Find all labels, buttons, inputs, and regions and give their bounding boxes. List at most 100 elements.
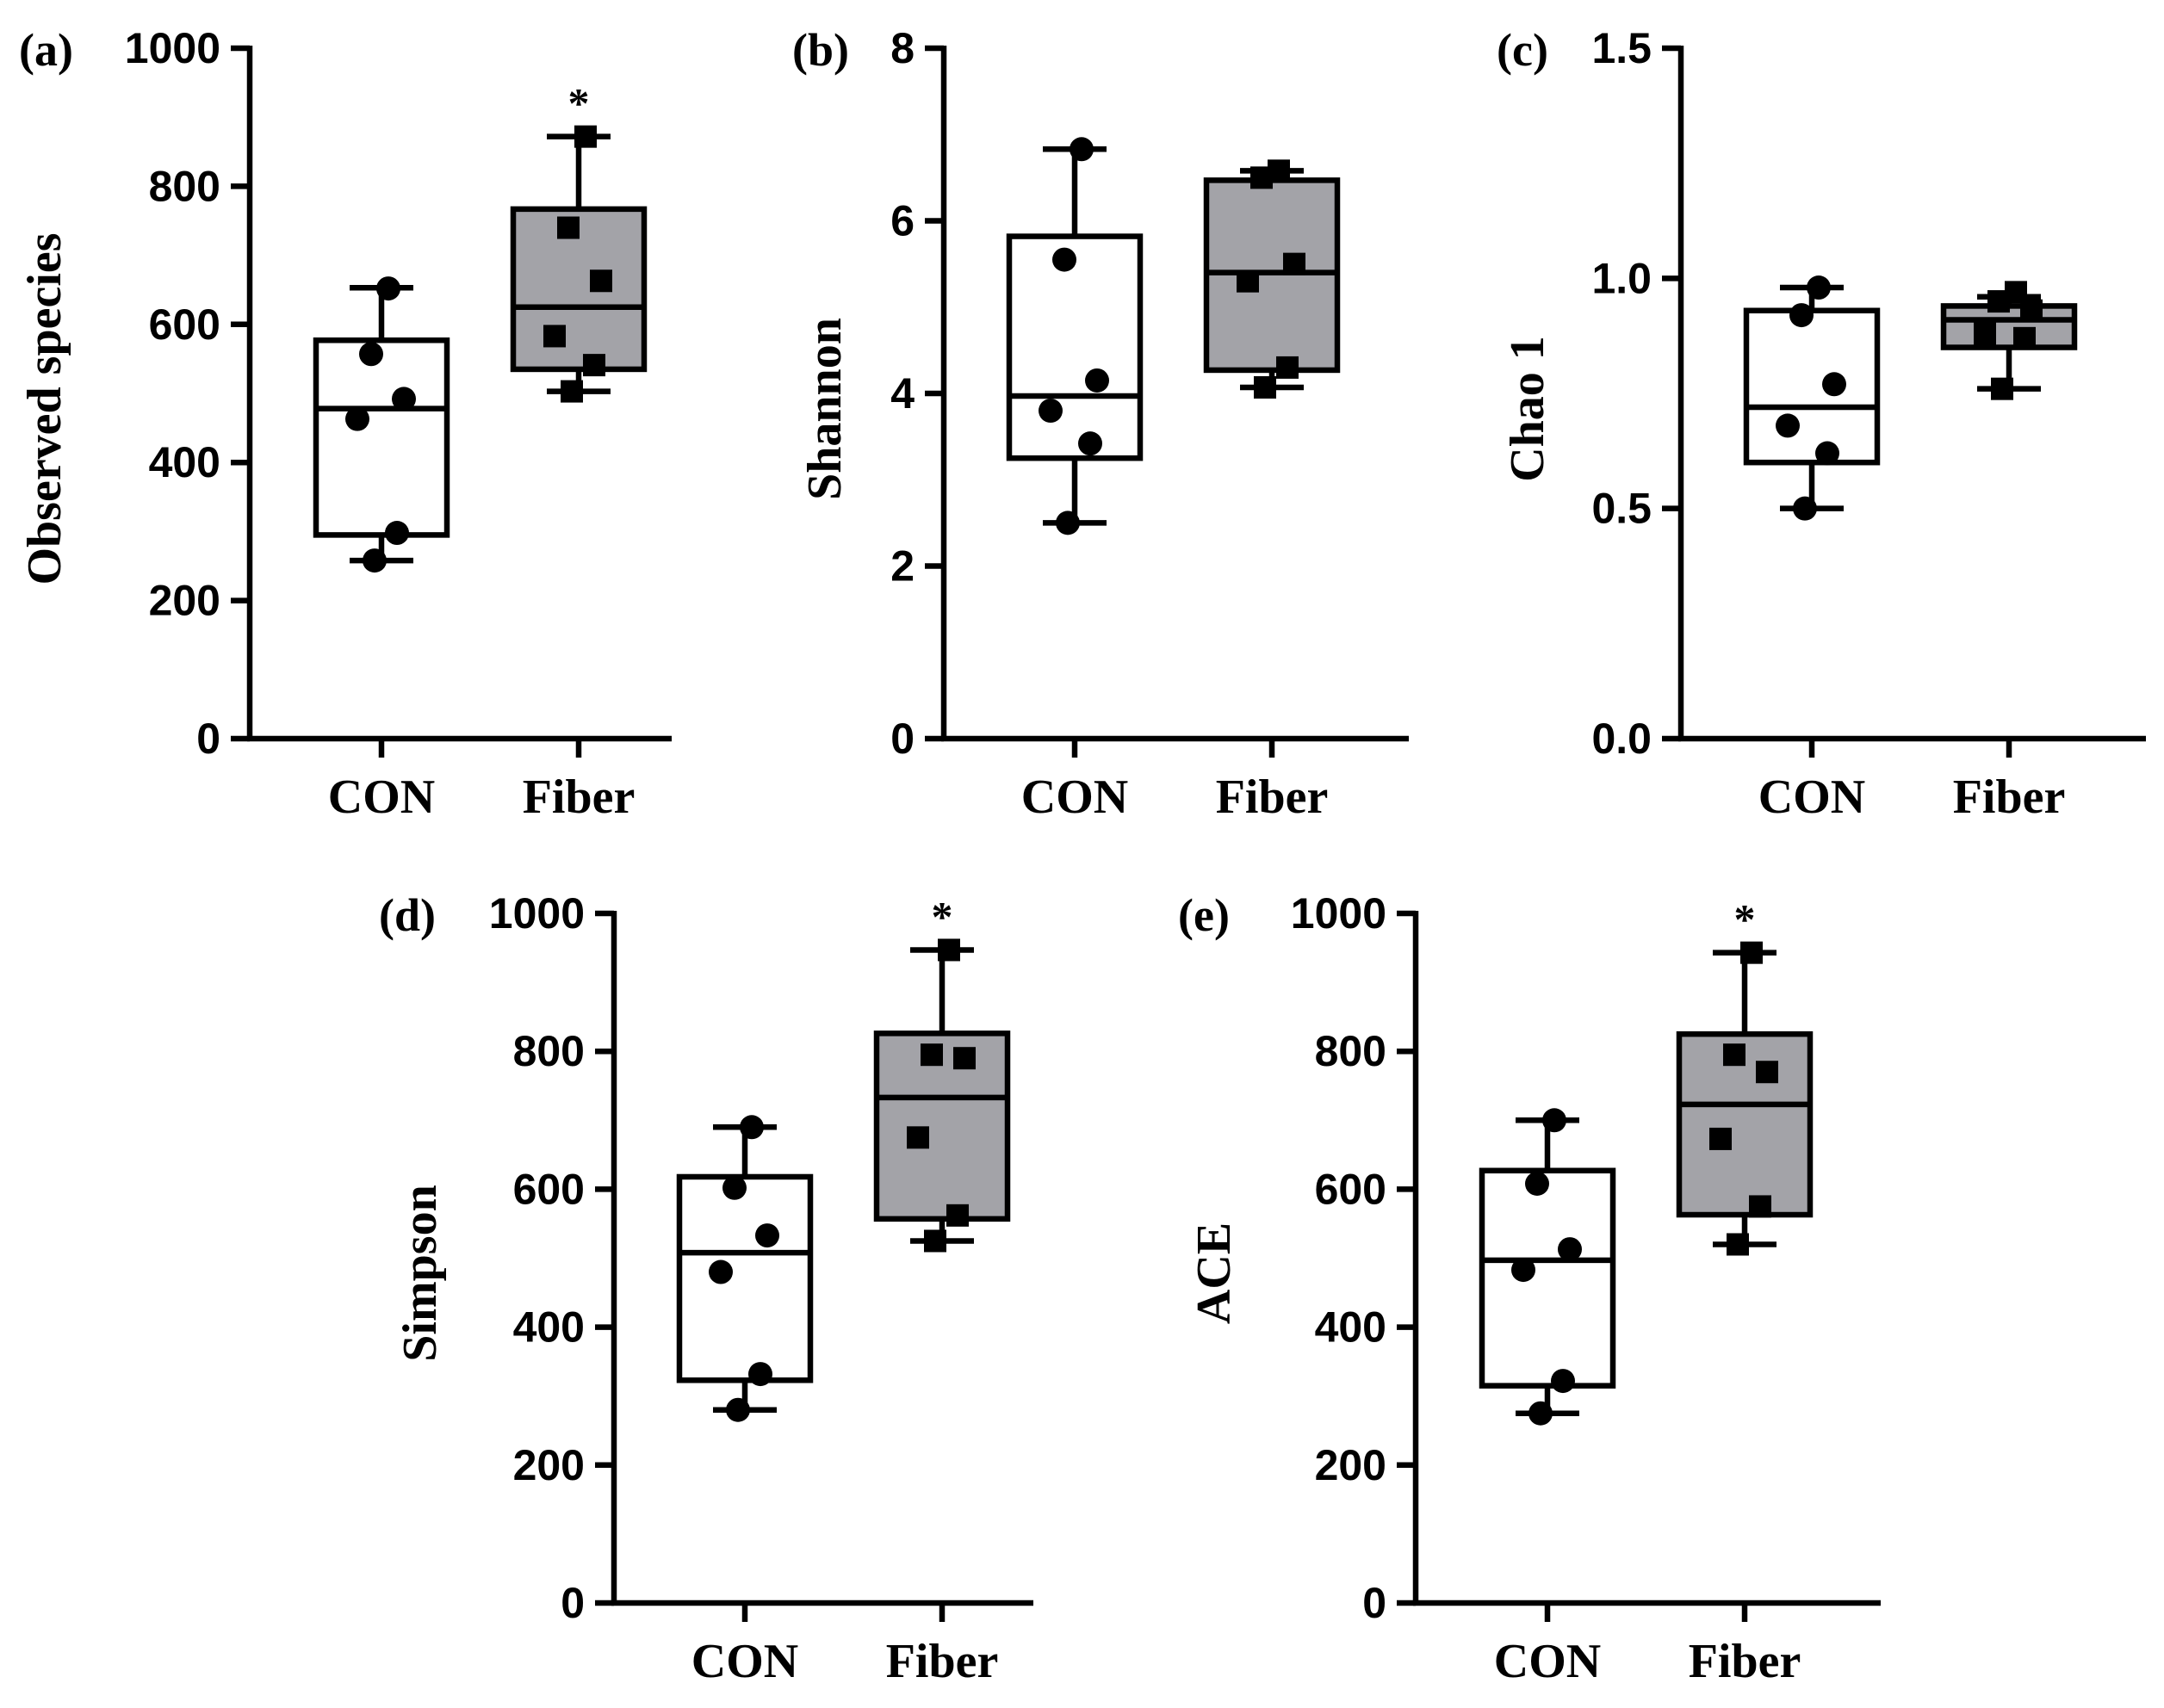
data-point (953, 1047, 976, 1070)
y-tick-label: 1000 (489, 889, 585, 938)
data-point (1558, 1237, 1582, 1262)
data-point (1039, 399, 1063, 424)
category-label: CON (1758, 770, 1865, 824)
y-tick-label: 1.5 (1591, 24, 1652, 72)
category-label: Fiber (1216, 770, 1329, 824)
category-label: CON (1494, 1635, 1601, 1688)
panel-c: 0.0 0.5 1.0 1.5 Chao 1 (c) CON Fiber (1497, 24, 2146, 824)
data-point (583, 354, 605, 377)
data-point (1789, 303, 1814, 328)
panel-label: (d) (379, 889, 436, 941)
data-point (1793, 496, 1817, 521)
data-point (363, 548, 387, 573)
data-point (938, 938, 960, 962)
y-tick-label: 200 (149, 577, 220, 625)
significance-marker: * (1734, 895, 1756, 944)
y-axis-label: Simpson (394, 1185, 447, 1361)
data-point (376, 276, 400, 301)
y-tick-label: 600 (149, 300, 220, 349)
y-tick-label: 1000 (125, 24, 220, 72)
data-point (1709, 1127, 1732, 1150)
y-tick-label: 400 (149, 438, 220, 486)
data-point (1528, 1401, 1553, 1426)
panel-b: 0 2 4 6 8 Shannon (b) CON Fiber (792, 24, 1409, 824)
y-tick-label: 800 (149, 162, 220, 210)
significance-marker: * (568, 79, 590, 127)
data-point (385, 521, 409, 546)
data-point (1815, 441, 1839, 466)
category-label: CON (1021, 770, 1128, 824)
data-point (1776, 413, 1800, 438)
data-point (726, 1397, 750, 1422)
panel-e: 0 200 400 600 800 1000 ACE (e) CON Fiber * (1178, 889, 1881, 1688)
data-point (2005, 281, 2027, 304)
panel-a: 0 200 400 600 800 1000 Observed species (a) CON F… (18, 24, 672, 824)
box (676, 1173, 814, 1383)
y-tick-label: 1.0 (1591, 254, 1652, 302)
y-tick-label: 0.5 (1591, 485, 1652, 533)
data-point (921, 1043, 943, 1067)
box (1479, 1167, 1616, 1389)
y-tick-label: 0 (890, 715, 915, 763)
y-axis-label: Observed species (18, 232, 71, 585)
data-point (1078, 431, 1102, 456)
data-point (1807, 275, 1831, 300)
data-point (1822, 372, 1846, 397)
y-tick-label: 200 (1315, 1441, 1386, 1489)
y-tick-label: 2 (890, 542, 915, 591)
y-axis-label: ACE (1187, 1222, 1241, 1324)
category-label: CON (328, 770, 435, 824)
data-point (1991, 377, 2013, 400)
data-point (709, 1259, 733, 1284)
y-tick-label: 0 (561, 1579, 585, 1627)
y-tick-label: 600 (1315, 1165, 1386, 1213)
category-label: Fiber (886, 1635, 999, 1688)
data-point (590, 269, 612, 293)
data-point (1740, 941, 1763, 964)
box (1006, 233, 1144, 461)
data-point (1070, 137, 1094, 162)
y-tick-label: 1000 (1291, 889, 1386, 938)
data-point (1525, 1171, 1549, 1196)
panel-label: (b) (792, 24, 849, 76)
y-tick-label: 6 (890, 197, 915, 245)
box (1743, 307, 1881, 466)
y-tick-label: 800 (513, 1027, 585, 1075)
data-point (359, 342, 383, 367)
data-point (946, 1204, 969, 1227)
data-point (1254, 375, 1276, 399)
panel-d: 0 200 400 600 800 1000 Simpson (d) CON Fiber * (379, 889, 1033, 1688)
data-point (1052, 247, 1076, 272)
data-point (1268, 159, 1290, 183)
data-point (1283, 252, 1305, 275)
data-point (748, 1362, 772, 1387)
data-point (543, 325, 566, 348)
category-label: CON (691, 1635, 798, 1688)
data-point (740, 1115, 764, 1140)
category-label: Fiber (1689, 1635, 1801, 1688)
data-point (561, 380, 583, 403)
data-point (1974, 322, 1996, 345)
data-point (1756, 1061, 1778, 1084)
data-point (392, 387, 416, 412)
y-tick-label: 800 (1315, 1027, 1386, 1075)
data-point (924, 1229, 946, 1253)
data-point (755, 1223, 779, 1248)
data-point (1085, 368, 1109, 393)
data-point (2013, 326, 2036, 350)
data-point (1237, 269, 1259, 293)
data-point (1056, 511, 1080, 535)
data-point (907, 1126, 929, 1149)
data-point (722, 1175, 747, 1200)
data-point (1511, 1258, 1535, 1283)
y-tick-label: 4 (890, 369, 915, 418)
panel-label: (e) (1178, 889, 1230, 941)
y-tick-label: 8 (890, 24, 915, 72)
category-label: Fiber (523, 770, 636, 824)
data-point (1749, 1195, 1771, 1218)
panel-label: (c) (1497, 24, 1548, 76)
data-point (1551, 1369, 1575, 1394)
data-point (557, 216, 580, 239)
y-tick-label: 400 (1315, 1303, 1386, 1352)
